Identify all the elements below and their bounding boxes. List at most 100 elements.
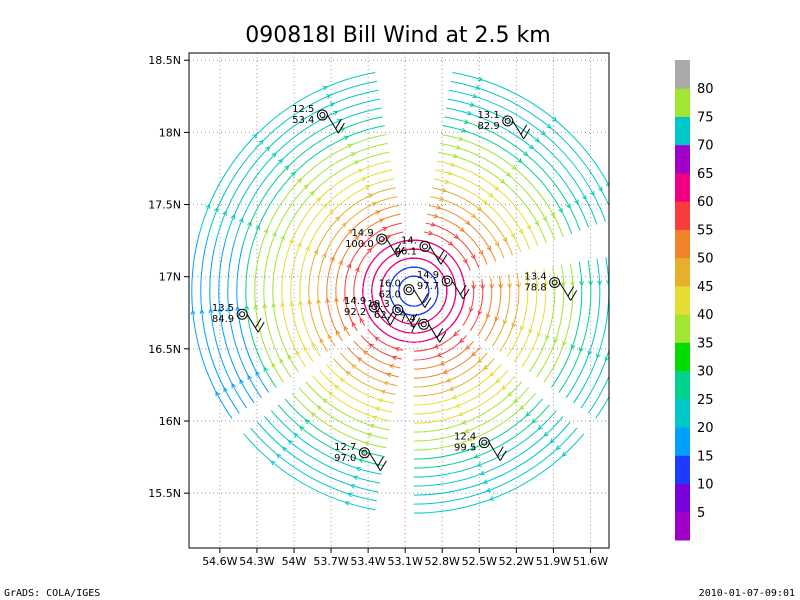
y-tick-label: 16.5N xyxy=(148,343,181,356)
y-tick-4: 17.5N xyxy=(148,199,189,212)
x-tick-label: 52.5W xyxy=(462,555,497,568)
station-6: 13.478.8 xyxy=(524,271,578,301)
station-1-bottom: 82.9 xyxy=(477,121,499,132)
colorbar-swatch-5 xyxy=(675,370,690,400)
colorbar-label-2: 15 xyxy=(697,449,714,464)
station-7-bottom: 84.9 xyxy=(212,314,234,325)
x-tick-5: 53.1W xyxy=(387,548,423,568)
colorbar-label-12: 65 xyxy=(697,167,714,182)
x-tick-label: 54.3W xyxy=(239,555,274,568)
footer-left: GrADS: COLA/IGES xyxy=(4,588,100,599)
colorbar-swatch-4 xyxy=(675,398,690,428)
wind-field xyxy=(190,71,609,514)
x-tick-7: 52.5W xyxy=(462,548,497,568)
y-tick-0: 15.5N xyxy=(148,487,189,500)
y-tick-6: 18.5N xyxy=(148,54,189,67)
station-6-bottom: 78.8 xyxy=(524,282,546,293)
x-tick-10: 51.6W xyxy=(573,548,608,568)
station-4: 16.062.0 xyxy=(379,279,432,308)
footer-right: 2010-01-07-09:01 xyxy=(699,588,795,599)
x-tick-label: 51.6W xyxy=(573,555,608,568)
colorbar-label-15: 80 xyxy=(697,82,714,97)
colorbar-swatch-10 xyxy=(675,229,690,259)
station-11: 12.797.0 xyxy=(334,442,387,472)
colorbar-swatch-11 xyxy=(675,201,690,230)
station-5: 14.997.7 xyxy=(417,270,470,300)
station-1: 13.182.9 xyxy=(477,110,531,140)
station-12: 12.499.5 xyxy=(454,432,507,461)
x-tick-label: 52.2W xyxy=(499,555,534,568)
station-9-bottom: 62. xyxy=(374,310,390,321)
y-tick-label: 18.5N xyxy=(148,54,181,67)
colorbar-label-8: 45 xyxy=(697,280,714,295)
station-4-bottom: 62.0 xyxy=(379,290,401,301)
station-4-top: 16.0 xyxy=(379,279,401,290)
x-tick-label: 51.9W xyxy=(536,555,571,568)
station-5-top: 14.9 xyxy=(417,270,439,281)
chart-title: 090818I Bill Wind at 2.5 km xyxy=(245,23,550,48)
y-axis: 15.5N 16N 16.5N 17N 17.5N 18N 18.5N xyxy=(148,54,189,500)
station-8: 14.992.2 xyxy=(344,296,397,326)
colorbar-label-7: 40 xyxy=(697,308,714,323)
station-9: 19.362. xyxy=(367,299,421,329)
colorbar-label-14: 75 xyxy=(697,110,714,125)
x-tick-9: 51.9W xyxy=(536,548,571,568)
colorbar-swatch-8 xyxy=(675,285,690,315)
x-tick-3: 53.7W xyxy=(313,548,349,568)
x-tick-6: 52.8W xyxy=(425,548,460,568)
colorbar-swatch-0 xyxy=(675,511,690,541)
y-tick-5: 18N xyxy=(159,126,189,139)
colorbar-label-0: 5 xyxy=(697,506,705,521)
x-tick-4: 53.4W xyxy=(350,548,386,568)
y-tick-1: 16N xyxy=(159,415,189,428)
station-1-top: 13.1 xyxy=(477,110,499,121)
x-tick-label: 53.1W xyxy=(387,555,422,568)
station-10: 7.47 xyxy=(400,313,447,343)
station-6-top: 13.4 xyxy=(524,271,546,282)
station-8-bottom: 92.2 xyxy=(344,307,366,318)
station-0-bottom: 53.4 xyxy=(292,115,314,126)
colorbar-swatch-1 xyxy=(675,483,690,513)
colorbar-label-9: 50 xyxy=(697,252,714,267)
x-tick-8: 52.2W xyxy=(499,548,534,568)
colorbar-swatch-6 xyxy=(675,342,690,372)
y-tick-label: 16N xyxy=(159,415,181,428)
station-10-top: 7.4 xyxy=(400,313,416,324)
colorbar-label-13: 70 xyxy=(697,139,714,154)
x-axis: 54.6W 54.3W 54W 53.7W 53.4W 53.1W 52.8W 52.5W 52… xyxy=(202,548,608,568)
station-2-bottom: 100.0 xyxy=(345,239,374,250)
station-10-bottom: 7 xyxy=(409,324,415,335)
colorbar-swatch-2 xyxy=(675,455,690,485)
x-tick-label: 53.4W xyxy=(350,555,385,568)
y-tick-3: 17N xyxy=(159,271,189,284)
colorbar-label-6: 35 xyxy=(697,336,714,351)
colorbar-swatch-15 xyxy=(675,88,690,117)
colorbar-swatch-7 xyxy=(675,314,690,343)
station-3-top: 14. xyxy=(401,235,417,246)
x-tick-2: 54W xyxy=(282,548,307,568)
colorbar-swatch-13 xyxy=(675,144,690,174)
colorbar-swatch-3 xyxy=(675,427,690,456)
station-0: 12.553.4 xyxy=(292,104,345,134)
colorbar-swatch-9 xyxy=(675,257,690,287)
station-3-bottom: 96.1 xyxy=(395,246,417,257)
station-11-top: 12.7 xyxy=(334,442,356,453)
colorbar-label-11: 60 xyxy=(697,195,714,210)
station-8-top: 14.9 xyxy=(344,296,366,307)
colorbar-swatch-12 xyxy=(675,172,690,202)
station-12-bottom: 99.5 xyxy=(454,443,476,454)
colorbar-label-3: 20 xyxy=(697,421,714,436)
station-7-top: 13.5 xyxy=(212,303,234,314)
station-7: 13.584.9 xyxy=(212,303,265,333)
y-tick-label: 17N xyxy=(159,271,181,284)
station-12-top: 12.4 xyxy=(454,432,476,443)
colorbar-label-1: 10 xyxy=(697,478,714,493)
y-tick-label: 17.5N xyxy=(148,199,181,212)
x-tick-label: 52.8W xyxy=(425,555,460,568)
x-tick-label: 53.7W xyxy=(313,555,348,568)
plot-frame xyxy=(188,52,610,549)
x-tick-label: 54W xyxy=(282,555,307,568)
